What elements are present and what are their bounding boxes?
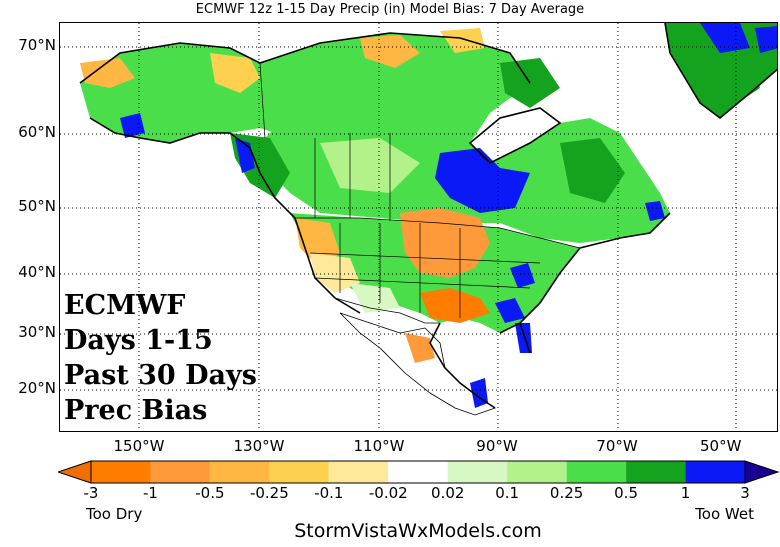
coastline-mexico-gulf (429, 322, 496, 409)
colorbar-segment (91, 461, 151, 483)
border-state-6 (314, 277, 531, 289)
wet-area-midwest (510, 263, 535, 288)
lat-label-40: 40°N (18, 263, 56, 281)
colorbar-tick-label: -0.25 (249, 484, 289, 502)
coastline-greenland (664, 23, 777, 120)
colorbar-tick-label: 0.1 (495, 484, 520, 502)
dry-area-arctic (360, 35, 420, 68)
colorbar-tick-label: -0.02 (368, 484, 408, 502)
wet-area-greenland-south (700, 58, 760, 108)
lon-label-150: 150°W (113, 437, 165, 455)
border-state-5 (309, 252, 541, 264)
political-borders (259, 62, 581, 324)
colorbar-segment (626, 461, 686, 483)
border-alaska-canada (259, 62, 266, 139)
lat-label-60: 60°N (18, 123, 56, 141)
lat-label-70: 70°N (18, 36, 56, 54)
overlay-metric: Prec Bias (64, 395, 208, 426)
colorbar-tick-label: -0.1 (314, 484, 344, 502)
colorbar-high-arrow (744, 460, 780, 484)
lat-label-50: 50°N (18, 197, 56, 215)
colorbar-tick-label: -0.5 (195, 484, 225, 502)
wet-area-gulf-coast (495, 298, 525, 323)
overlay-period: Past 30 Days (64, 360, 257, 391)
colorbar-low-label: Too Dry (86, 505, 143, 523)
colorbar-segment (269, 461, 329, 483)
colorbar-tick-label: 0.5 (614, 484, 638, 502)
wet-area-bc-coast (235, 138, 255, 173)
dry-area-arctic-east (440, 28, 485, 53)
colorbar-segment (566, 461, 627, 483)
site-credit: StormVistaWxModels.com (294, 520, 542, 542)
colorbar-high-label: Too Wet (695, 505, 754, 523)
colorbar-low-arrow (58, 460, 92, 484)
colorbar-tick-label: 3 (740, 484, 750, 502)
wet-area-newfoundland (645, 201, 665, 221)
coastline-hudson-bay (468, 107, 562, 164)
lat-label-30: 30°N (18, 323, 56, 341)
lat-label-20: 20°N (18, 379, 56, 397)
lon-label-110: 110°W (353, 437, 405, 455)
coastline-alaska (79, 42, 361, 314)
bias-region-canada (260, 33, 670, 243)
wet-area-greenland (700, 23, 750, 53)
wet-area-greenland-north (755, 26, 777, 53)
overlay-days: Days 1-15 (64, 325, 213, 356)
lon-label-50: 50°W (700, 437, 742, 455)
dry-area-mexico-north (405, 333, 435, 363)
overlay-model: ECMWF (64, 290, 186, 321)
light-area-canada (320, 138, 420, 193)
colorbar-segment (388, 461, 448, 483)
colorbar (58, 460, 780, 484)
colorbar-tick-label: -3 (83, 484, 99, 502)
map-frame (59, 22, 778, 432)
border-us-canada (295, 217, 581, 249)
colorbar-segment (209, 461, 270, 483)
coastlines (79, 23, 777, 409)
colorbar-segment (447, 461, 508, 483)
colorbar-tick-label: 0.02 (431, 484, 465, 502)
dry-area-southeast (420, 288, 490, 323)
map-overlay-text: ECMWF Days 1-15 Past 30 Days Prec Bias (64, 288, 257, 428)
wet-area-hudson (435, 148, 530, 213)
lon-label-90: 90°W (476, 437, 518, 455)
coastline-arctic (259, 32, 531, 84)
colorbar-segments (91, 461, 745, 483)
colorbar-tick-label: 0.25 (549, 484, 584, 502)
wet-area-quebec (560, 138, 625, 203)
chart-title: ECMWF 12z 1-15 Day Precip (in) Model Bia… (195, 2, 585, 17)
lon-label-70: 70°W (596, 437, 638, 455)
graticule (60, 23, 777, 431)
dry-area-yukon (210, 53, 260, 93)
colorbar-tick-label: 1 (680, 484, 691, 502)
border-us-mexico (334, 297, 440, 324)
colorbar-tick-label: -1 (142, 484, 158, 502)
light-area-great-basin (310, 253, 360, 293)
colorbar-segment (507, 461, 567, 483)
map-canvas (60, 23, 777, 431)
colorbar-segment (150, 461, 210, 483)
colorbar-border (90, 460, 746, 484)
colorbar-segment (685, 461, 745, 483)
dry-area-north-alaska (80, 58, 135, 88)
lon-label-130: 130°W (233, 437, 285, 455)
colorbar-segment (328, 461, 389, 483)
